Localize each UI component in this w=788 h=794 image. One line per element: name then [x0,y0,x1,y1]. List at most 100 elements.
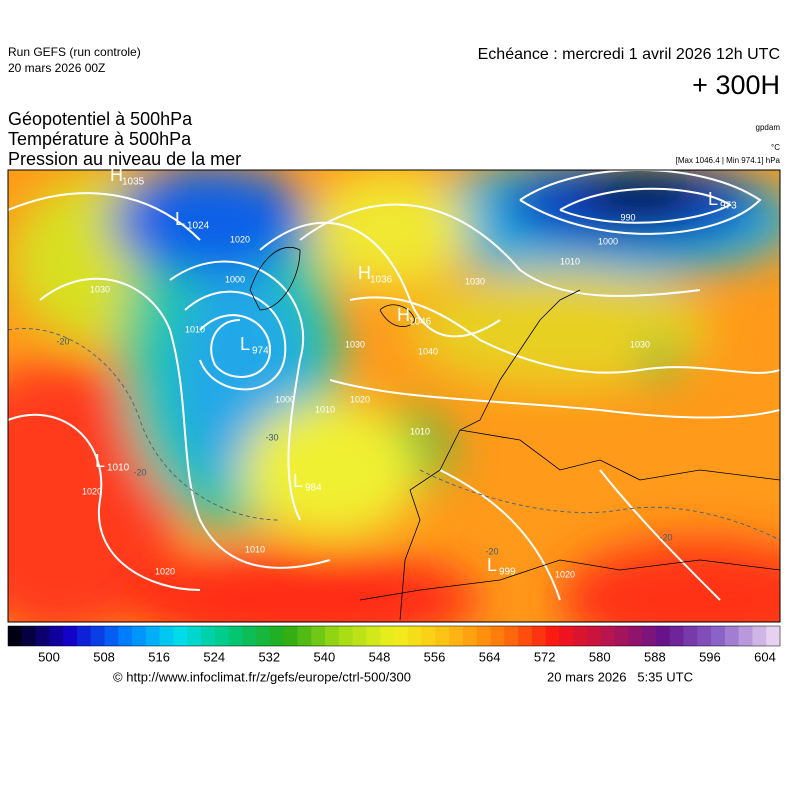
field: Pression au niveau de la mer [8,149,241,169]
colorbar-swatch [421,626,436,646]
colorbar-swatch [187,626,202,646]
colorbar-tick-label: 508 [93,649,115,664]
colorbar-swatch [462,626,478,646]
temperature-label: -20 [659,532,672,542]
colorbar-swatch [311,626,326,646]
colorbar-swatch [407,626,423,646]
center-letter: L [95,451,105,471]
colorbar-swatch [325,626,340,646]
colorbar-swatch [559,626,574,646]
colorbar-swatch [587,626,602,646]
center-letter: L [175,209,185,229]
colorbar-tick-label: 548 [369,649,391,664]
colorbar-tick-label: 532 [258,649,280,664]
colorbar-swatch [76,626,92,646]
isobar-label: 1010 [315,404,335,414]
colorbar-swatch [476,626,491,646]
colorbar-swatch [159,626,174,646]
isobar-label: 1040 [418,346,438,356]
colorbar-swatch [49,626,64,646]
colorbar-swatch [504,626,519,646]
temperature-label: -20 [133,467,146,477]
isobar-label: 1030 [345,339,365,349]
colorbar-swatch [752,626,767,646]
isobar-label: 1010 [185,324,205,334]
center-letter: L [708,189,718,209]
isobar-label: 1010 [245,544,265,554]
center-value: 1010 [107,463,130,474]
colorbar-tick-label: 604 [754,649,776,664]
issued: 20 mars 2026 5:35 UTC [547,669,693,684]
center-letter: H [110,165,123,185]
colorbar-swatch [352,626,367,646]
isobar-label: 1010 [560,256,580,266]
colorbar-swatch [766,626,781,646]
isobar-label: 1020 [82,486,102,496]
source: © http://www.infoclimat.fr/z/gefs/europe… [113,669,411,684]
colorbar-swatch [242,626,257,646]
colorbar-swatch [228,626,243,646]
colorbar-swatch [283,626,298,646]
colorbar-swatch [104,626,119,646]
isobar-label: 1030 [630,339,650,349]
temperature-label: -20 [56,336,69,346]
isobar-label: 1020 [350,394,370,404]
colorbar-swatch [35,626,50,646]
unit: [Max 1046.4 | Min 974.1] hPa [676,156,781,165]
center-value: 1046 [409,317,432,328]
colorbar-swatch [449,626,464,646]
center-value: 973 [720,201,737,212]
center-letter: H [397,305,410,325]
center-value: 1036 [370,275,393,286]
colorbar-tick-label: 572 [534,649,556,664]
map-frame [7,169,781,623]
colorbar-swatch [490,626,505,646]
colorbar-swatch [642,626,657,646]
colorbar-swatch [201,626,216,646]
colorbar-swatch [269,626,285,646]
colorbar-swatch [21,626,37,646]
valid-time: Echéance : mercredi 1 avril 2026 12h UTC [478,46,780,63]
colorbar-frame [7,625,781,647]
isobar-label: 1020 [155,566,175,576]
colorbar-swatch [683,626,698,646]
colorbar-tick-label: 524 [203,649,225,664]
colorbar-swatch [145,626,161,646]
colorbar-swatch [118,626,133,646]
colorbar-swatch [297,626,312,646]
colorbar-swatch [724,626,740,646]
colorbar-swatch [214,626,230,646]
colorbar-tick-label: 580 [589,649,611,664]
colorbar-tick-label: 596 [699,649,721,664]
colorbar-swatch [132,626,147,646]
unit: gpdam [756,123,781,132]
colorbar-tick-label: 564 [479,649,501,664]
isobar-label: 1030 [90,284,110,294]
isobar-label: 1010 [410,426,430,436]
isobar-label: 1000 [275,394,295,404]
center-value: 1024 [187,221,210,232]
colorbar-swatch [8,626,23,646]
field: Température à 500hPa [8,129,192,149]
colorbar-swatch [90,626,105,646]
map [8,170,780,622]
colorbar-swatch [173,626,188,646]
colorbar-swatch [628,626,643,646]
colorbar-swatch [600,626,616,646]
lead-time: + 300H [692,70,780,100]
center-value: 974 [252,346,269,357]
isobar-label: 1020 [555,569,575,579]
center-letter: L [240,334,250,354]
run: Run GEFS (run controle) [8,45,141,59]
colorbar-swatch [256,626,271,646]
isobar-label: 1030 [465,276,485,286]
colorbar-swatch [338,626,354,646]
colorbar-swatch [669,626,684,646]
colorbar-tick-label: 500 [38,649,60,664]
center-letter: L [293,471,303,491]
colorbar-swatch [394,626,409,646]
colorbar-tick-label: 540 [314,649,336,664]
center-letter: L [487,555,497,575]
colorbar-swatch [531,626,547,646]
